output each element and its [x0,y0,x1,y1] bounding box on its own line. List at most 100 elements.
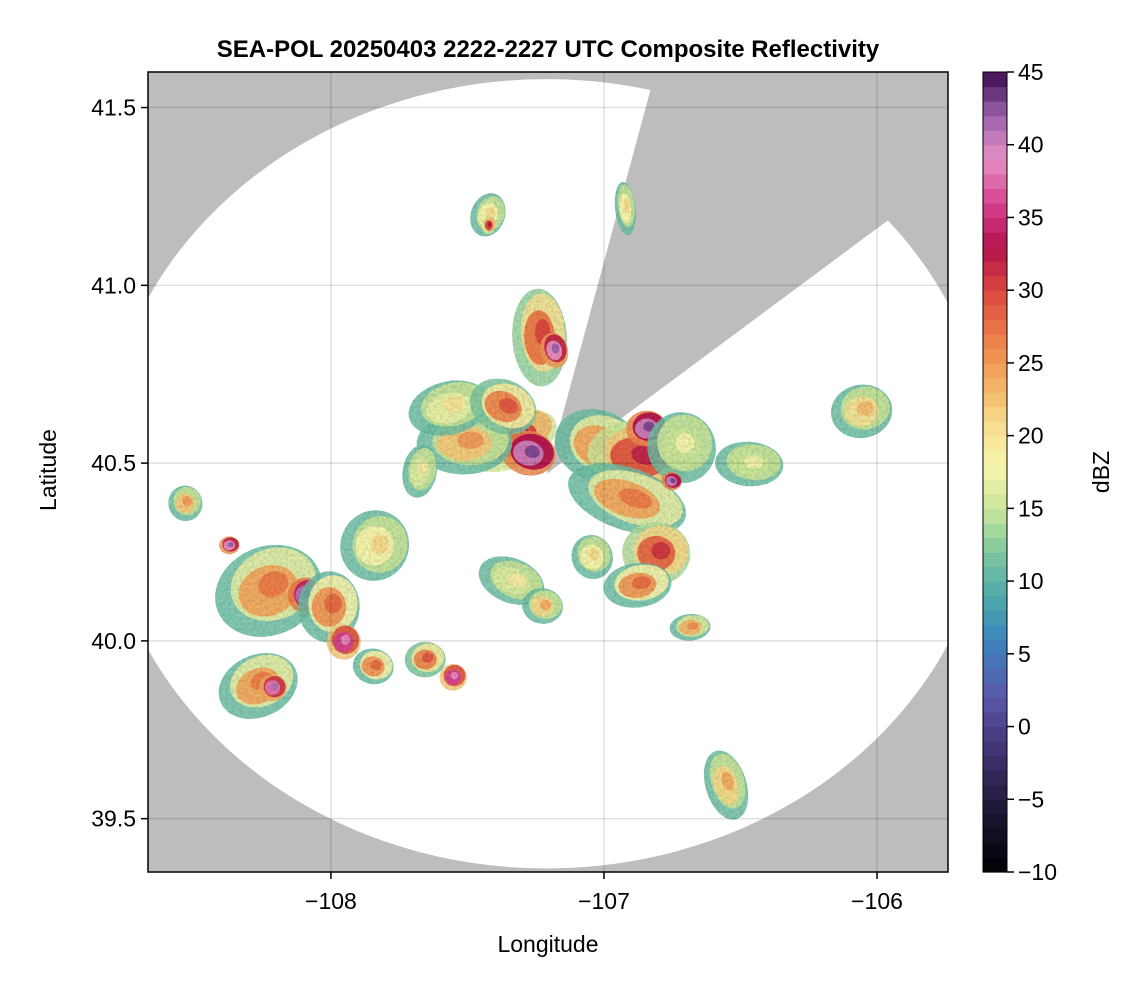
colorbar-band [983,435,1007,451]
colorbar-band [983,610,1007,626]
echo-blob [498,398,518,414]
colorbar-band [983,232,1007,248]
echo-blob [744,455,764,469]
echo-blob [721,771,734,791]
echo-blob [651,542,671,560]
y-tick-label: 41.5 [91,95,136,121]
colorbar-tick-label: 5 [1018,641,1031,667]
colorbar-band [983,144,1007,160]
echo-blob [370,534,390,555]
echo-blob [686,622,699,630]
colorbar-band [983,290,1007,306]
y-tick-label: 41.0 [91,272,136,298]
colorbar-band [983,842,1007,859]
colorbar-tick-label: 15 [1018,495,1044,521]
colorbar-label: dBZ [1088,451,1114,493]
colorbar-band [983,624,1007,640]
echo-blob [487,222,492,227]
echo-blob [631,576,652,589]
colorbar-band [983,202,1007,219]
echo-layer [168,181,893,820]
echo-blob [417,461,428,477]
colorbar-band [983,188,1007,204]
colorbar-band [983,755,1007,771]
colorbar-band [983,72,1007,88]
colorbar-band [983,115,1007,131]
colorbar-band [983,813,1007,829]
echo-blob [457,431,484,449]
blocked-sector [546,72,948,474]
chart-title: SEA-POL 20250403 2222-2227 UTC Composite… [217,36,880,63]
colorbar-tick-label: 20 [1018,423,1044,449]
colorbar-band [983,421,1007,437]
colorbar-band [983,726,1007,742]
colorbar-tick-label: 25 [1018,350,1044,376]
colorbar-band [983,217,1007,233]
colorbar-band [983,333,1007,349]
echo-blob [588,547,600,561]
colorbar-tick-label: −10 [1018,859,1057,885]
echo-blob [324,593,342,614]
colorbar-band [983,581,1007,597]
colorbar-band [983,595,1007,611]
echo-blob [442,396,465,413]
colorbar-band [983,362,1007,379]
colorbar-band [983,406,1007,422]
colorbar-band [983,275,1007,291]
y-tick-label: 39.5 [91,806,136,832]
colorbar-band [983,682,1007,699]
echo-blob [670,478,676,484]
colorbar-band [983,377,1007,393]
colorbar-band [983,522,1007,539]
colorbar-band [983,493,1007,509]
echo-blob [643,421,655,432]
colorbar-band [983,566,1007,582]
colorbar-band [983,697,1007,713]
x-tick-label: −107 [578,888,630,914]
colorbar-bands [983,72,1007,873]
plot-area: −108 −107 −106 39.5 40.0 40.5 41.0 41.5 [91,71,949,914]
echo-blob [422,652,434,663]
colorbar-band [983,653,1007,669]
colorbar-band [983,159,1007,175]
y-tick-label: 40.5 [91,450,136,476]
x-tick-label: −108 [305,888,357,914]
echo-blob [551,343,560,354]
colorbar-band [983,508,1007,524]
colorbar-band [983,304,1007,320]
colorbar-frame [982,71,1008,873]
x-axis-ticks: −108 −107 −106 [305,872,903,914]
echo-blob [258,571,289,598]
x-tick-label: −106 [851,888,903,914]
echo-blob [450,671,459,680]
echo-blob [623,198,630,214]
colorbar-tick-label: 0 [1018,714,1031,740]
colorbar-band [983,101,1007,117]
colorbar-band [983,450,1007,466]
echo-blob [370,660,382,671]
colorbar-tick-label: 45 [1018,59,1044,85]
echo-blob [524,445,540,459]
colorbar-tick-label: −5 [1018,786,1044,812]
echo-blob [856,400,874,416]
colorbar-band [983,261,1007,277]
y-axis-ticks: 39.5 40.0 40.5 41.0 41.5 [91,95,148,832]
echo-blob [227,541,234,547]
colorbar-tick-label: 35 [1018,204,1044,230]
colorbar-ticks: −10 −5 0 5 10 15 20 25 30 35 40 45 [1007,59,1057,885]
x-axis-label: Longitude [497,931,598,957]
colorbar-band [983,712,1007,728]
gridlines [148,72,948,872]
echo-blob [539,599,552,610]
colorbar-band [983,319,1007,335]
colorbar-tick-label: 30 [1018,277,1044,303]
y-axis-label: Latitude [35,429,61,511]
colorbar-band [983,799,1007,815]
colorbar-band [983,537,1007,553]
colorbar-band [983,173,1007,189]
echo-blob [270,682,279,691]
echo-blob [618,488,652,509]
colorbar-band [983,668,1007,684]
echo-blob [507,573,526,588]
